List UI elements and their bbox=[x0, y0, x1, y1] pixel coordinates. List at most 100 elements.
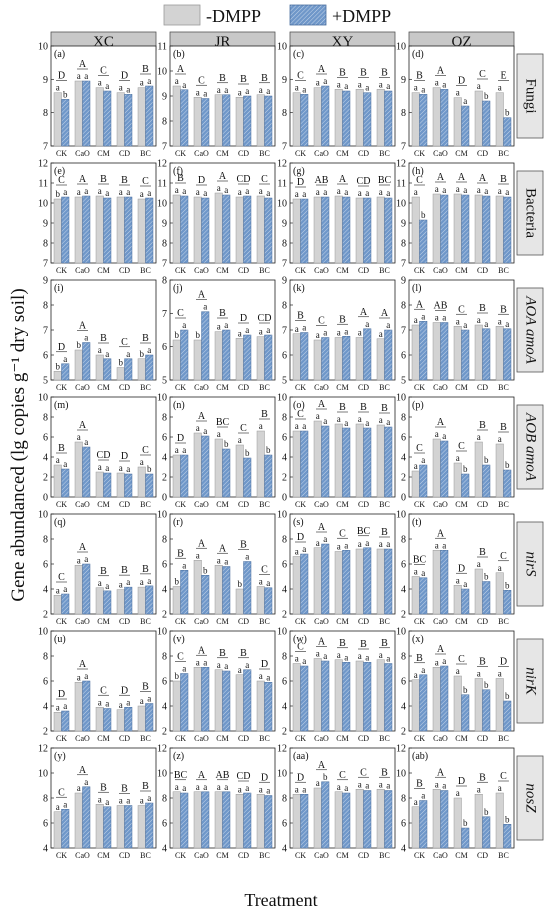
group-letter: C bbox=[339, 528, 346, 539]
x-tick-label: CK bbox=[295, 266, 306, 275]
significance-letter-plus: a bbox=[147, 188, 151, 198]
bar-minus-dmpp bbox=[193, 560, 202, 615]
x-tick-label: BC bbox=[259, 149, 270, 158]
y-tick-label: 4 bbox=[401, 453, 406, 464]
bar-minus-dmpp bbox=[172, 85, 181, 147]
bar-minus-dmpp bbox=[376, 89, 385, 147]
bar-minus-dmpp bbox=[432, 438, 441, 498]
y-tick-label: 4 bbox=[401, 585, 406, 596]
group-letter: C bbox=[142, 445, 149, 456]
significance-letter-plus: a bbox=[266, 786, 270, 796]
bar-minus-dmpp bbox=[495, 572, 504, 615]
bar-plus-dmpp bbox=[61, 710, 70, 732]
group-letter: B bbox=[219, 73, 226, 84]
significance-letter-plus: a bbox=[105, 349, 109, 359]
x-tick-label: CD bbox=[119, 383, 130, 392]
bar-plus-dmpp bbox=[180, 792, 189, 849]
bar-minus-dmpp bbox=[116, 196, 125, 264]
group-letter: C bbox=[198, 75, 205, 86]
y-tick-label: 8 bbox=[282, 535, 287, 546]
significance-letter-minus: a bbox=[196, 550, 200, 560]
y-tick-label: 6 bbox=[401, 351, 406, 362]
row-header-box bbox=[516, 638, 544, 724]
x-tick-label: CD bbox=[119, 617, 130, 626]
bar-minus-dmpp bbox=[313, 339, 322, 381]
significance-letter-plus: a bbox=[203, 302, 207, 312]
x-tick-label: CaO bbox=[75, 500, 90, 509]
row-header-box bbox=[516, 170, 544, 256]
y-tick-label: 6 bbox=[43, 677, 48, 688]
x-tick-label: CD bbox=[358, 149, 369, 158]
significance-letter-plus: a bbox=[421, 84, 425, 94]
significance-letter-plus: b bbox=[63, 89, 68, 99]
bar-plus-dmpp bbox=[321, 196, 330, 264]
bar-plus-dmpp bbox=[342, 792, 351, 849]
bar-minus-dmpp bbox=[334, 551, 343, 615]
significance-letter-plus: a bbox=[105, 81, 109, 91]
y-tick-label: 8 bbox=[43, 301, 48, 312]
y-tick-label: 0 bbox=[401, 493, 406, 504]
y-tick-label: 6 bbox=[162, 677, 167, 688]
significance-letter-minus: a bbox=[358, 188, 362, 198]
significance-letter-minus: a bbox=[175, 782, 179, 792]
significance-letter-minus: a bbox=[119, 700, 123, 710]
group-letter: A bbox=[318, 64, 326, 75]
bar-plus-dmpp bbox=[342, 427, 351, 498]
panel-id: (z) bbox=[173, 751, 184, 762]
significance-letter-plus: a bbox=[182, 186, 186, 196]
significance-letter-minus: a bbox=[316, 78, 320, 88]
bar-plus-dmpp bbox=[482, 328, 491, 381]
y-tick-label: 2 bbox=[401, 610, 406, 621]
y-axis-title: Gene abundanced (lg copies g⁻¹ dry soil) bbox=[8, 288, 29, 601]
bar-minus-dmpp bbox=[116, 589, 125, 615]
bar-plus-dmpp bbox=[243, 457, 252, 498]
y-tick-label: 10 bbox=[396, 510, 406, 521]
significance-letter-plus: a bbox=[484, 186, 488, 196]
significance-letter-minus: a bbox=[98, 345, 102, 355]
x-tick-label: CD bbox=[477, 266, 488, 275]
bar-minus-dmpp bbox=[74, 682, 83, 732]
significance-letter-minus: a bbox=[77, 672, 81, 682]
y-tick-label: 8 bbox=[43, 652, 48, 663]
bar-plus-dmpp bbox=[222, 670, 231, 732]
significance-letter-minus: a bbox=[175, 445, 179, 455]
group-letter: B bbox=[500, 174, 507, 185]
bar-plus-dmpp bbox=[124, 358, 133, 381]
group-letter: D bbox=[198, 175, 205, 186]
x-tick-label: CK bbox=[414, 266, 425, 275]
y-tick-label: 12 bbox=[157, 159, 167, 170]
bar-minus-dmpp bbox=[292, 663, 301, 732]
group-letter: A bbox=[219, 171, 227, 182]
bar-minus-dmpp bbox=[411, 576, 420, 615]
y-tick-label: 12 bbox=[157, 744, 167, 755]
x-tick-label: CaO bbox=[314, 617, 329, 626]
significance-letter-minus: a bbox=[435, 657, 439, 667]
significance-letter-minus: a bbox=[435, 429, 439, 439]
significance-letter-minus: a bbox=[435, 313, 439, 323]
significance-letter-plus: b bbox=[505, 580, 510, 590]
bar-minus-dmpp bbox=[376, 789, 385, 849]
x-tick-label: CM bbox=[455, 266, 467, 275]
significance-letter-minus: a bbox=[379, 779, 383, 789]
bar-minus-dmpp bbox=[137, 586, 146, 615]
bar-plus-dmpp bbox=[384, 548, 393, 615]
significance-letter-minus: a bbox=[98, 78, 102, 88]
bar-plus-dmpp bbox=[264, 197, 273, 264]
bar-minus-dmpp bbox=[355, 337, 364, 381]
bar-minus-dmpp bbox=[193, 97, 202, 147]
y-tick-label: 5 bbox=[282, 376, 287, 387]
significance-letter-minus: a bbox=[98, 794, 102, 804]
x-tick-label: CK bbox=[295, 383, 306, 392]
significance-letter-minus: a bbox=[140, 696, 144, 706]
bar-plus-dmpp bbox=[201, 311, 210, 381]
y-tick-label: 12 bbox=[277, 744, 287, 755]
significance-letter-plus: a bbox=[442, 313, 446, 323]
significance-letter-plus: a bbox=[421, 455, 425, 465]
significance-letter-minus: a bbox=[140, 577, 144, 587]
y-tick-label: 6 bbox=[401, 560, 406, 571]
significance-letter-plus: a bbox=[442, 540, 446, 550]
y-tick-label: 6 bbox=[282, 433, 287, 444]
